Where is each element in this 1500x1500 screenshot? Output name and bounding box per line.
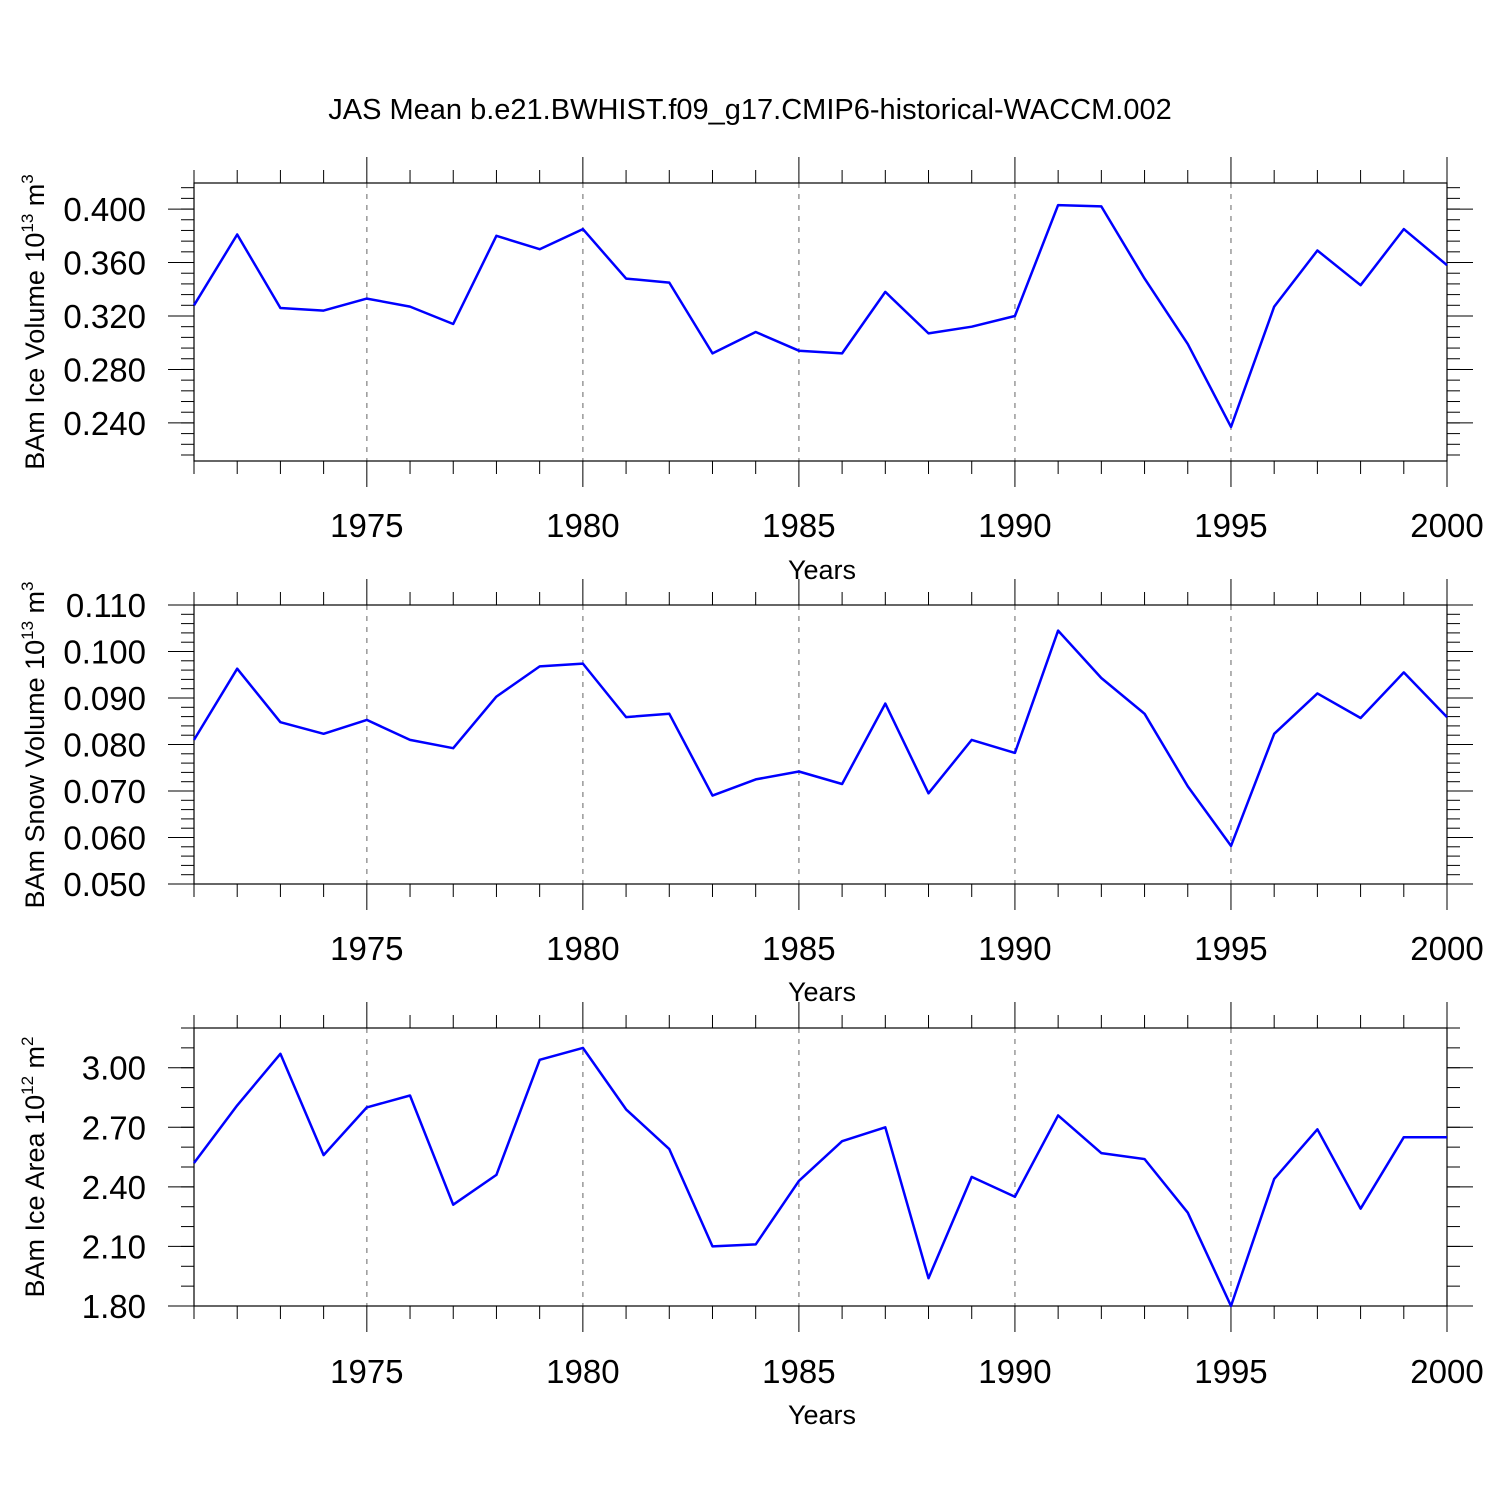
y-axis-title-superscript: 13 [18,621,37,640]
y-tick-label: 0.070 [63,773,146,810]
x-tick-label: 1990 [978,1353,1051,1390]
x-axis-title: Years [788,977,856,1007]
y-axis-title-text: BAm Ice Volume 10 [20,233,50,470]
panel-2: 0.050 0.060 0.070 0.080 0.090 0.100 0.110 1975 1… [18,579,1484,1007]
x-tick-label: 1990 [978,930,1051,967]
y-tick-label: 0.360 [63,245,146,282]
y-axis-title-text: m [20,184,50,214]
x-tick-label: 2000 [1410,507,1483,544]
x-tick-label: 1980 [546,1353,619,1390]
x-tick-label: 1980 [546,930,619,967]
plot-frame [193,1027,1448,1307]
x-axis-title: Years [788,1400,856,1430]
y-tick-label: 0.110 [66,587,146,624]
x-tick-label: 1985 [762,1353,835,1390]
x-tick-label: 1975 [330,930,403,967]
x-tick-label: 1995 [1194,930,1267,967]
series-line [192,203,1448,429]
plot-frame [193,182,1448,462]
x-tick-label: 1975 [330,1353,403,1390]
y-axis-title-superscript: 13 [18,214,37,233]
y-axis-title-text: BAm Ice Area 10 [20,1095,50,1298]
y-tick-label: 0.400 [63,191,146,228]
x-tick-label: 2000 [1410,930,1483,967]
y-axis-title-superscript: 2 [18,1037,37,1046]
y-axis-title-text: BAm Snow Volume 10 [20,640,50,909]
y-axis-title: BAm Ice Volume 1013 m3 [18,174,50,470]
panel-1: 0.240 0.280 0.320 0.360 0.400 1975 1980 1985 199… [18,157,1484,585]
y-tick-label: 2.10 [82,1228,146,1265]
y-axis-title-superscript: 12 [18,1076,37,1095]
plot-frame [193,604,1448,885]
y-axis-title-text: m [20,591,50,621]
y-axis-title: BAm Ice Area 1012 m2 [18,1037,50,1298]
x-tick-label: 1990 [978,507,1051,544]
y-axis-title-text: m [20,1046,50,1076]
y-tick-label: 0.100 [63,634,146,671]
y-axis-title: BAm Snow Volume 1013 m3 [18,581,50,908]
y-tick-label: 3.00 [82,1050,146,1087]
x-axis-title: Years [788,555,856,585]
x-tick-label: 1985 [762,507,835,544]
y-tick-label: 0.320 [63,298,146,335]
y-tick-label: 0.090 [63,680,146,717]
y-tick-label: 0.050 [63,866,146,903]
x-tick-label: 2000 [1410,1353,1483,1390]
panel-3: 1.80 2.10 2.40 2.70 3.00 1975 1980 1985 1990 1995… [18,1002,1484,1430]
y-tick-label: 0.060 [63,820,146,857]
panels: 0.240 0.280 0.320 0.360 0.400 1975 1980 1985 199… [18,157,1484,1430]
x-tick-label: 1995 [1194,1353,1267,1390]
x-tick-label: 1995 [1194,507,1267,544]
y-tick-label: 2.40 [82,1169,146,1206]
y-tick-label: 0.240 [63,405,146,442]
x-tick-label: 1985 [762,930,835,967]
series-line [192,629,1448,848]
y-tick-label: 0.280 [63,351,146,388]
y-tick-label: 1.80 [82,1288,146,1325]
x-tick-label: 1975 [330,507,403,544]
y-axis-title-superscript: 3 [18,174,37,183]
y-tick-label: 0.080 [63,727,146,764]
x-tick-label: 1980 [546,507,619,544]
series-line [193,1046,1447,1308]
y-tick-label: 2.70 [82,1109,146,1146]
chart-title: JAS Mean b.e21.BWHIST.f09_g17.CMIP6-hist… [328,94,1171,126]
y-axis-title-superscript: 3 [18,581,37,590]
